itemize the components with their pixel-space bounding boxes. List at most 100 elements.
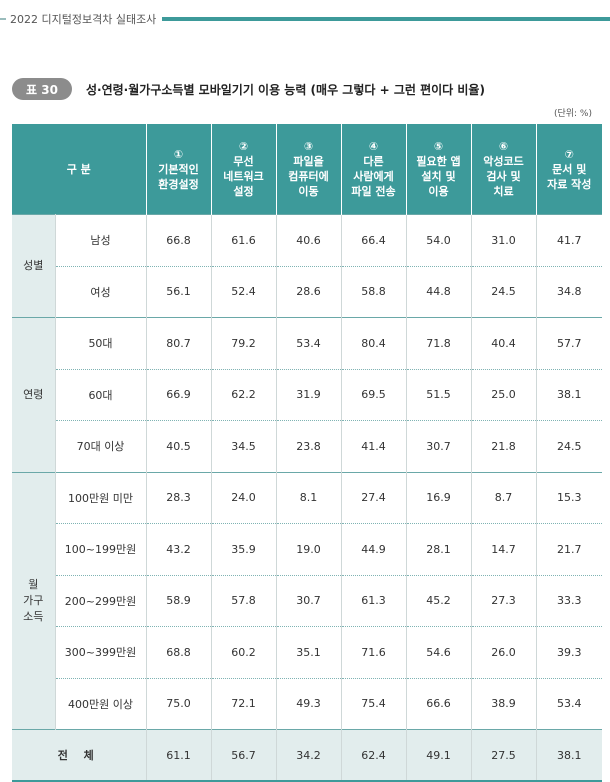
- table-row: 성별 남성 66.8 61.6 40.6 66.4 54.0 31.0 41.7: [12, 214, 603, 318]
- total-value-cell: 56.7: [211, 729, 277, 782]
- value-cell: 27.3: [471, 574, 537, 627]
- value-cell: 66.4: [341, 214, 407, 266]
- value-cell: 40.5: [146, 420, 212, 472]
- column-header: ② 무선 네트워크 설정: [211, 124, 277, 215]
- value-cell: 41.7: [536, 214, 603, 266]
- value-cell: 44.9: [341, 523, 407, 575]
- value-cell: 14.7: [471, 523, 537, 575]
- table-row: 100~199만원 43.2 35.9 19.0 44.9 28.1 14.7 21.7: [12, 523, 603, 575]
- value-cell: 21.7: [536, 523, 603, 575]
- header-bar: [162, 17, 610, 21]
- value-cell: 30.7: [276, 574, 342, 627]
- total-value-cell: 38.1: [536, 729, 603, 782]
- group-label: 월 가구 소득: [12, 471, 56, 730]
- total-value-cell: 27.5: [471, 729, 537, 782]
- column-header: ③ 파일을 컴퓨터에 이동: [276, 124, 342, 215]
- row-label: 100만원 미만: [55, 471, 147, 524]
- total-value-cell: 49.1: [406, 729, 472, 782]
- value-cell: 49.3: [276, 677, 342, 730]
- value-cell: 40.6: [276, 214, 342, 266]
- data-table: 구 분 ① 기본적인 환경설정 ② 무선 네트워크 설정 ③ 파일을 컴퓨터에 이동 ④ 다른 사람에게 파…: [12, 124, 603, 782]
- value-cell: 53.4: [536, 677, 603, 730]
- value-cell: 28.3: [146, 471, 212, 524]
- page-header: 2022 디지털정보격차 실태조사: [0, 10, 610, 28]
- value-cell: 8.1: [276, 471, 342, 524]
- value-cell: 66.8: [146, 214, 212, 266]
- value-cell: 61.6: [211, 214, 277, 266]
- value-cell: 28.6: [276, 265, 342, 318]
- value-cell: 75.4: [341, 677, 407, 730]
- unit-label: (단위: %): [553, 109, 592, 119]
- table-row: 여성 56.1 52.4 28.6 58.8 44.8 24.5 34.8: [12, 265, 603, 318]
- value-cell: 80.4: [341, 317, 407, 369]
- value-cell: 80.7: [146, 317, 212, 369]
- total-value-cell: 62.4: [341, 729, 407, 782]
- value-cell: 66.6: [406, 677, 472, 730]
- value-cell: 57.8: [211, 574, 277, 627]
- total-row: 전 체 61.1 56.7 34.2 62.4 49.1 27.5 38.1: [12, 729, 603, 782]
- value-cell: 21.8: [471, 420, 537, 472]
- value-cell: 41.4: [341, 420, 407, 472]
- table-row: 월 가구 소득 100만원 미만 28.3 24.0 8.1 27.4 16.9 8.7 15.3: [12, 471, 603, 730]
- table-row: 400만원 이상 75.0 72.1 49.3 75.4 66.6 38.9 53.4: [12, 677, 603, 730]
- value-cell: 34.5: [211, 420, 277, 472]
- value-cell: 15.3: [536, 471, 603, 524]
- row-label: 200~299만원: [55, 574, 147, 627]
- value-cell: 28.1: [406, 523, 472, 575]
- total-value-cell: 61.1: [146, 729, 212, 782]
- header-row: 구 분 ① 기본적인 환경설정 ② 무선 네트워크 설정 ③ 파일을 컴퓨터에 이동 ④ 다른 사람에게 파…: [12, 124, 603, 215]
- value-cell: 69.5: [341, 368, 407, 421]
- row-label: 60대: [55, 368, 147, 421]
- value-cell: 24.0: [211, 471, 277, 524]
- value-cell: 23.8: [276, 420, 342, 472]
- value-cell: 33.3: [536, 574, 603, 627]
- header-dash: [0, 18, 6, 20]
- value-cell: 34.8: [536, 265, 603, 318]
- group-label: 연령: [12, 317, 56, 472]
- total-label: 전 체: [12, 729, 147, 782]
- row-label: 300~399만원: [55, 626, 147, 678]
- row-label: 400만원 이상: [55, 677, 147, 730]
- value-cell: 56.1: [146, 265, 212, 318]
- header-text: 2022 디지털정보격차 실태조사: [10, 13, 157, 26]
- table-title: 성·연령·월가구소득별 모바일기기 이용 능력 (매우 그렇다 + 그런 편이다…: [86, 82, 485, 97]
- value-cell: 53.4: [276, 317, 342, 369]
- value-cell: 52.4: [211, 265, 277, 318]
- row-label: 여성: [55, 265, 147, 318]
- value-cell: 79.2: [211, 317, 277, 369]
- group-label: 성별: [12, 214, 56, 318]
- value-cell: 54.0: [406, 214, 472, 266]
- value-cell: 16.9: [406, 471, 472, 524]
- total-value-cell: 34.2: [276, 729, 342, 782]
- column-header: ⑦ 문서 및 자료 작성: [536, 124, 603, 215]
- value-cell: 31.9: [276, 368, 342, 421]
- value-cell: 72.1: [211, 677, 277, 730]
- row-label: 70대 이상: [55, 420, 147, 472]
- value-cell: 68.8: [146, 626, 212, 678]
- row-label: 남성: [55, 214, 147, 266]
- value-cell: 27.4: [341, 471, 407, 524]
- value-cell: 51.5: [406, 368, 472, 421]
- value-cell: 19.0: [276, 523, 342, 575]
- value-cell: 31.0: [471, 214, 537, 266]
- row-label: 100~199만원: [55, 523, 147, 575]
- column-header: ⑥ 악성코드 검사 및 치료: [471, 124, 537, 215]
- value-cell: 71.8: [406, 317, 472, 369]
- table-caption: 표 30 성·연령·월가구소득별 모바일기기 이용 능력 (매우 그렇다 + 그…: [12, 78, 485, 100]
- column-header: ① 기본적인 환경설정: [146, 124, 212, 215]
- value-cell: 38.9: [471, 677, 537, 730]
- value-cell: 24.5: [471, 265, 537, 318]
- value-cell: 43.2: [146, 523, 212, 575]
- column-header: ④ 다른 사람에게 파일 전송: [341, 124, 407, 215]
- table-body: 성별 남성 66.8 61.6 40.6 66.4 54.0 31.0 41.7 여성 56.1 52…: [12, 214, 603, 782]
- value-cell: 60.2: [211, 626, 277, 678]
- value-cell: 8.7: [471, 471, 537, 524]
- table-number-badge: 표 30: [12, 78, 72, 100]
- column-header: ⑤ 필요한 앱 설치 및 이용: [406, 124, 472, 215]
- value-cell: 30.7: [406, 420, 472, 472]
- table-row: 연령 50대 80.7 79.2 53.4 80.4 71.8 40.4 57.7: [12, 317, 603, 472]
- value-cell: 35.9: [211, 523, 277, 575]
- value-cell: 44.8: [406, 265, 472, 318]
- value-cell: 54.6: [406, 626, 472, 678]
- row-label: 50대: [55, 317, 147, 369]
